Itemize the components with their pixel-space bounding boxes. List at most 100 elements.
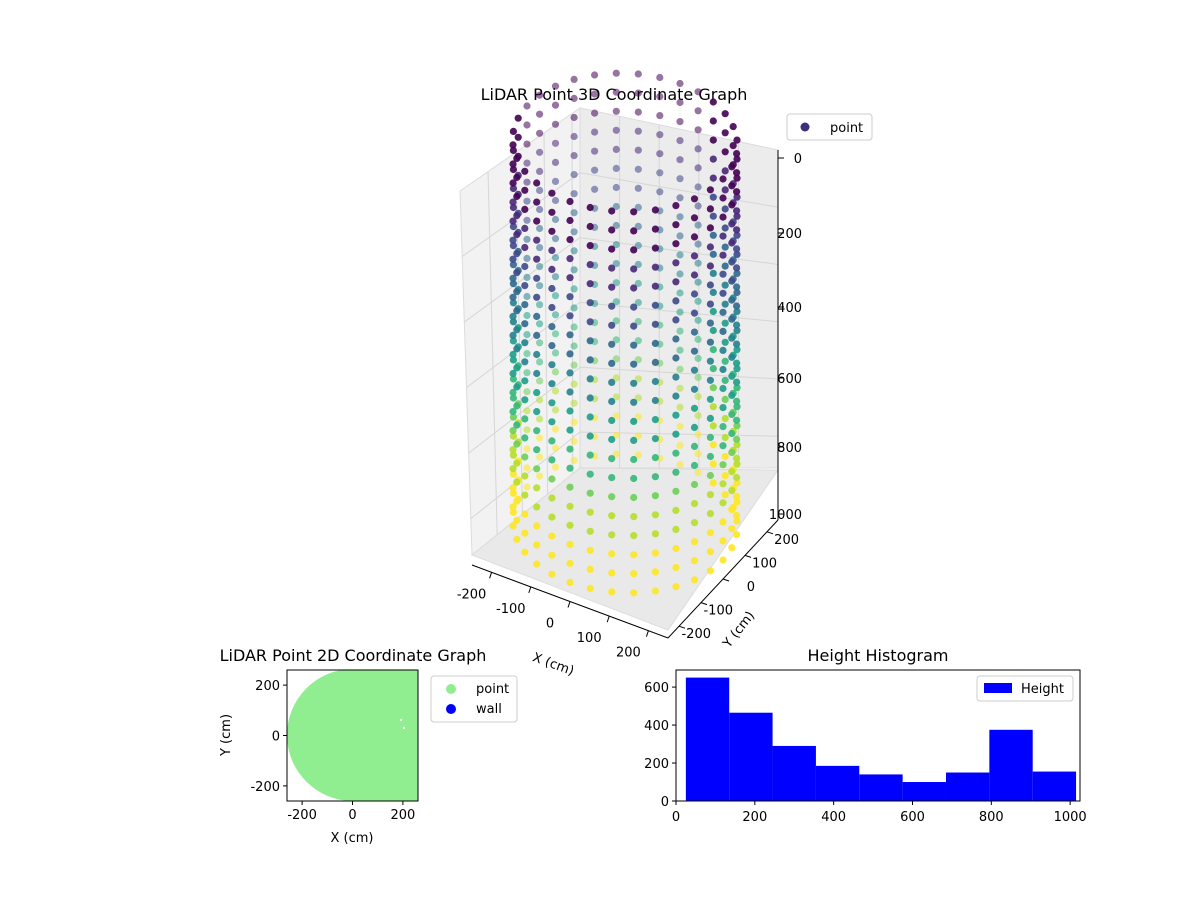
data-point [608,435,616,444]
data-point [586,584,594,593]
data-point [509,408,517,416]
data-point [566,216,574,225]
data-point [608,264,616,272]
grid-line [466,301,779,388]
data-point [533,274,541,282]
data-point [523,273,531,281]
data-point [706,262,715,270]
data-point [566,350,574,358]
legend-2d-label-wall: wall [476,702,502,717]
data-point [733,422,741,430]
data-point [630,455,638,464]
data-point [509,299,517,307]
data-point [608,493,616,501]
data-point [709,136,717,144]
data-point [656,169,664,177]
data-point [509,280,517,288]
data-point [690,385,699,393]
data-point [608,397,616,406]
data-point [551,215,560,224]
data-point [548,265,556,273]
data-point [566,255,574,263]
data-point [706,452,715,461]
data-point [728,315,736,323]
data-point [733,226,741,234]
data-point [536,167,544,175]
data-point [721,281,729,289]
data-point [651,320,660,328]
data-point [721,129,729,137]
x-tick-label: 0 [546,617,554,632]
data-point [586,261,594,269]
data-point [509,470,517,478]
data-point [514,114,522,122]
data-point [709,346,717,354]
data-point [513,250,521,258]
data-point [728,410,736,418]
data-point [634,375,642,383]
data-point [536,301,544,309]
data-point [709,460,717,468]
data-point [570,285,578,293]
data-point [733,193,741,201]
data-point [630,589,638,597]
grid-line [543,132,549,495]
data-point [709,117,717,125]
data-point [634,108,642,116]
data-point [612,317,620,325]
data-point [656,93,664,101]
data-point [706,300,715,308]
legend-histogram-box [976,675,1074,702]
data-point [719,308,727,316]
data-point [586,508,594,516]
data-point [509,388,517,397]
data-point [651,263,660,271]
data-point [521,491,529,499]
data-point [651,377,660,386]
data-point [721,205,729,213]
data-point [521,472,529,480]
data-point [551,368,560,376]
data-point [651,530,660,538]
data-point [706,357,715,365]
data-point [634,394,642,402]
data-point [672,506,680,514]
data-point [566,578,574,587]
data-point [509,318,517,326]
y-ticks-2d: -200 0 200 [250,679,287,795]
data-point [586,318,594,326]
data-point [608,550,616,558]
data-point [690,480,699,489]
data-point [634,70,642,78]
data-point [728,182,736,190]
data-point [721,167,729,175]
data-point [690,442,699,450]
data-point [656,112,664,120]
z-tick-label: 800 [777,441,802,456]
data-point [630,303,638,311]
x-tick-label-2d: -200 [287,808,317,823]
data-point [651,396,660,405]
data-point [733,346,741,354]
data-point [690,404,699,412]
x-ticks-histogram: 0 200 400 600 800 1000 [672,801,1087,825]
data-point [719,327,727,335]
data-point [509,184,517,193]
point-cloud-2d-gap [402,726,406,730]
x-tick-label-histogram: 200 [742,810,767,825]
data-point [570,456,578,464]
data-point [709,307,717,316]
data-point [651,587,660,595]
data-point [656,188,664,196]
data-point [509,503,517,511]
data-point [733,517,741,525]
data-point [672,278,680,286]
data-point [608,226,616,234]
data-point [509,179,517,187]
y-tick-label: 200 [774,533,799,548]
x-tick-mark [567,601,571,608]
data-point [548,189,556,197]
data-point [630,398,638,406]
x-tick-mark [606,615,610,623]
data-point [706,281,715,289]
